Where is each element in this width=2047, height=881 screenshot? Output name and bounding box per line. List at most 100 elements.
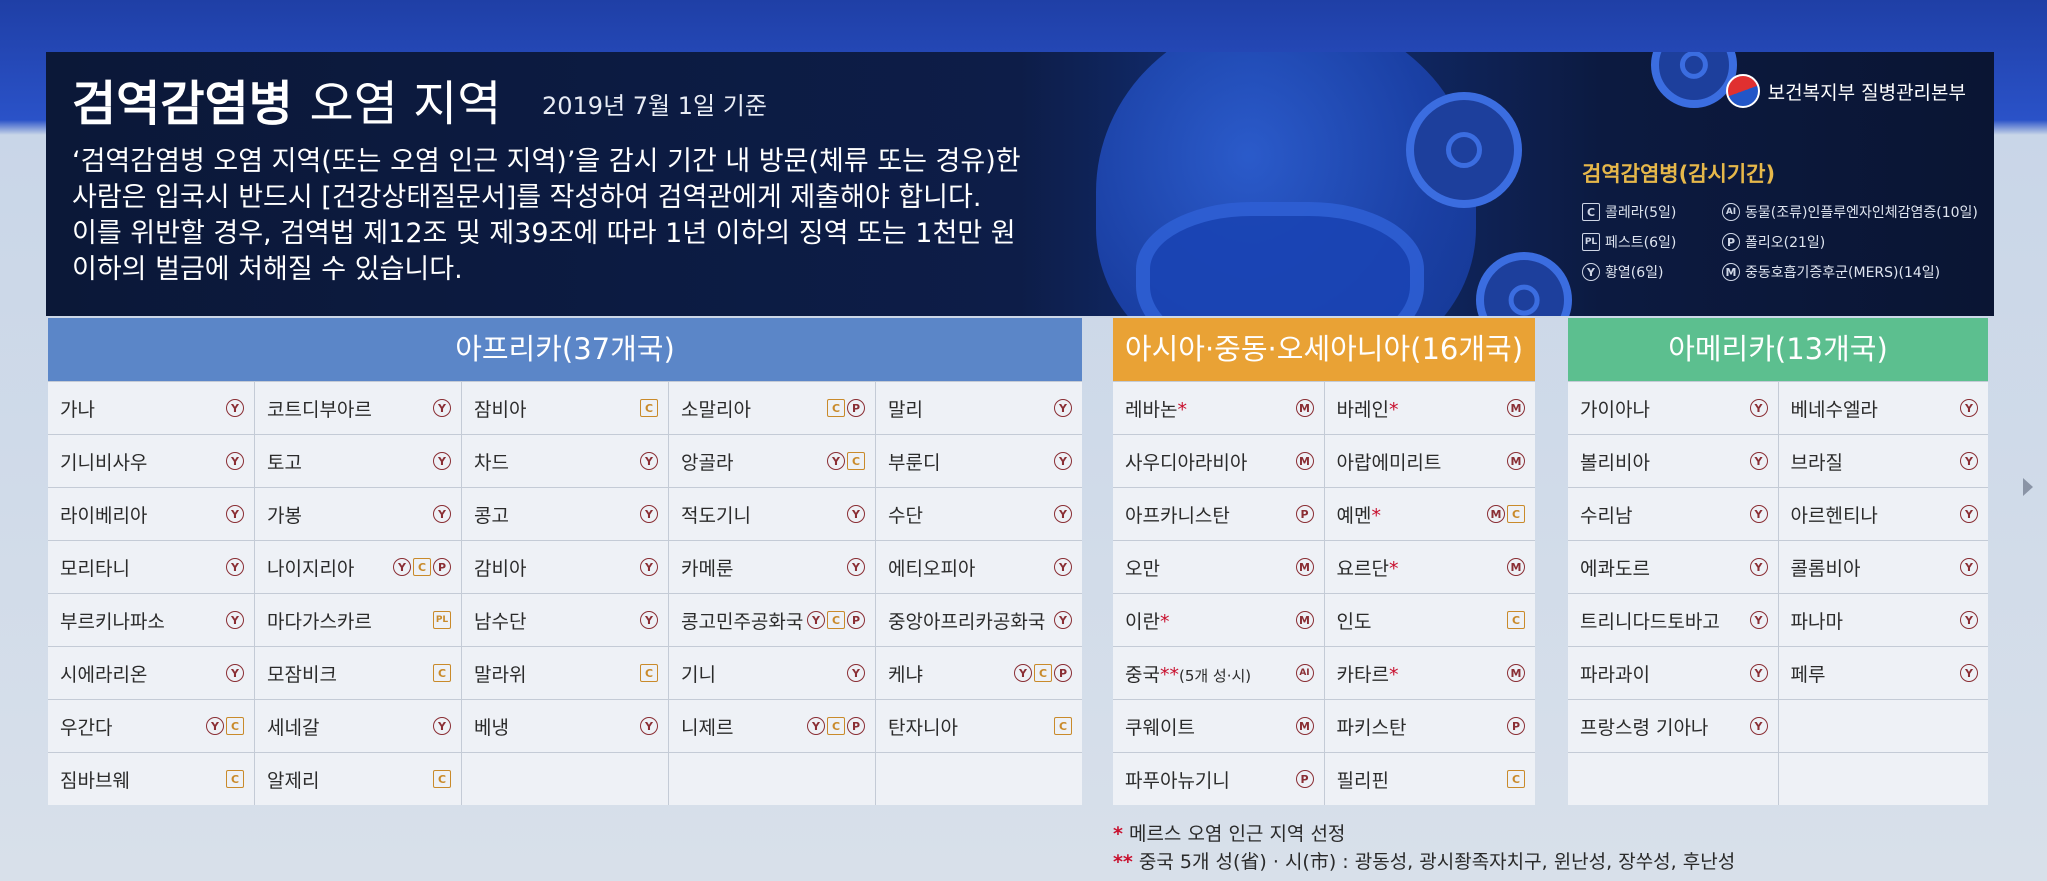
code-c-icon: C [1034, 664, 1052, 682]
legend-label: 중동호흡기증후군(MERS)(14일) [1745, 265, 1941, 281]
country-cell: 라이베리아 Y [48, 488, 254, 540]
code-y-icon: Y [847, 558, 865, 576]
code-y-icon: Y [1054, 399, 1072, 417]
code-y-icon: Y [1014, 664, 1032, 682]
code-y-icon: Y [1582, 263, 1600, 281]
country-name: 탄자니아 [888, 716, 958, 739]
code-c-icon: C [1054, 717, 1072, 735]
country-cell: 베네수엘라 Y [1778, 382, 1988, 434]
code-c-icon: C [827, 399, 845, 417]
legend-grid: C 콜레라(5일) AI 동물(조류)인플루엔자인체감염증(10일) PL 페스트(6일)… [1582, 202, 1982, 282]
country-cell: 파푸아뉴기니 P [1113, 753, 1324, 805]
country-name: 가이아나 [1580, 398, 1650, 421]
disease-codes: Y [226, 399, 244, 417]
country-name: 사우디아라비아 [1125, 451, 1248, 474]
country-name: 토고 [267, 451, 302, 474]
country-name: 말라위 [474, 663, 527, 686]
code-p-icon: P [1295, 770, 1314, 788]
country-name: 중앙아프리카공화국 [888, 610, 1046, 633]
country-name: 감비아 [474, 557, 527, 580]
disease-codes: Y [1960, 505, 1978, 523]
note-marker: ** [1159, 663, 1179, 686]
code-p-icon: P [847, 717, 865, 735]
code-y-icon: Y [1054, 505, 1072, 523]
disease-codes: Y [433, 452, 451, 470]
code-c-icon: C [640, 399, 658, 417]
country-name: 케냐 [888, 663, 923, 686]
country-name: 예멘* [1336, 504, 1381, 527]
code-y-icon: Y [1960, 452, 1978, 470]
code-y-icon: Y [640, 558, 658, 576]
legend-item: C 콜레라(5일) [1582, 202, 1722, 222]
legend-item: PL 페스트(6일) [1582, 232, 1722, 252]
disease-codes: C [1054, 717, 1072, 735]
disease-codes: Y [640, 505, 658, 523]
note-marker: * [1388, 557, 1399, 580]
region-header-asia: 아시아·중동·오세아니아(16개국) [1113, 318, 1535, 381]
title-rest: 오염 지역 [309, 76, 502, 132]
country-name: 중국**(5개 성·시) [1125, 663, 1252, 686]
code-c-icon: C [1582, 203, 1600, 221]
virus-icon [1406, 92, 1522, 208]
disease-legend: 검역감염병(감시기간) C 콜레라(5일) AI 동물(조류)인플루엔자인체감염증(1… [1582, 158, 1982, 282]
country-cell: 기니 Y [669, 647, 875, 699]
country-cell: 가이아나 Y [1568, 382, 1778, 434]
country-cell: 베냉 Y [462, 700, 668, 752]
country-name: 카메룬 [681, 557, 734, 580]
code-y-icon: Y [1960, 399, 1978, 417]
country-name: 적도기니 [681, 504, 751, 527]
disease-codes: M [1295, 717, 1314, 735]
country-name: 소말리아 [681, 398, 751, 421]
country-cell: 말라위 C [462, 647, 668, 699]
country-name: 오만 [1125, 557, 1160, 580]
country-name: 잠비아 [474, 398, 527, 421]
code-m-icon: M [1295, 717, 1314, 735]
disease-codes: Y [433, 505, 451, 523]
disease-codes: M [1295, 399, 1314, 417]
code-y-icon: Y [1054, 611, 1072, 629]
virus-icon [1651, 52, 1737, 108]
legend-title: 검역감염병(감시기간) [1582, 162, 1776, 186]
disease-codes: P [1295, 770, 1314, 788]
disease-codes: P [1295, 505, 1314, 523]
country-name: 트리니다드토바고 [1580, 610, 1720, 633]
disease-codes: Y [1749, 558, 1768, 576]
disease-codes: C [1507, 770, 1525, 788]
disease-codes: Y [226, 452, 244, 470]
country-name: 레바논* [1125, 398, 1187, 421]
country-cell: 파키스탄 P [1324, 700, 1535, 752]
code-c-icon: C [640, 664, 658, 682]
country-cell: 트리니다드토바고 Y [1568, 594, 1778, 646]
country-cell: 수단 Y [876, 488, 1082, 540]
disease-codes: Y [433, 717, 451, 735]
country-grid-africa: 가나 Y 코트디부아르 Y 잠비아 C 소말리아 C P 말리 Y 기니비사우 Y 토고 Y 차드 Y 앙골라 Y C… [48, 381, 1082, 805]
organization: 보건복지부 질병관리본부 [1725, 74, 1966, 108]
code-y-icon: Y [847, 505, 865, 523]
empty-cell [462, 753, 668, 805]
next-arrow-icon[interactable] [2023, 478, 2033, 496]
virus-icon [1476, 252, 1572, 316]
country-cell: 페루 Y [1778, 647, 1988, 699]
country-cell: 아랍에미리트 M [1324, 435, 1535, 487]
country-name: 시에라리온 [60, 663, 148, 686]
country-name: 차드 [474, 451, 509, 474]
country-cell: 중국**(5개 성·시) AI [1113, 647, 1324, 699]
face-mask-graphic [1136, 202, 1424, 316]
country-name: 가나 [60, 398, 95, 421]
country-name: 콜롬비아 [1790, 557, 1861, 580]
country-cell: 탄자니아 C [876, 700, 1082, 752]
code-y-icon: Y [1749, 664, 1768, 682]
country-name: 부룬디 [888, 451, 941, 474]
code-c-icon: C [433, 770, 451, 788]
country-name: 모잠비크 [267, 663, 337, 686]
legend-item: P 폴리오(21일) [1722, 232, 1982, 252]
country-name: 코트디부아르 [267, 398, 372, 421]
code-y-icon: Y [1960, 611, 1978, 629]
country-cell: 케냐 Y C P [876, 647, 1082, 699]
legend-label: 폴리오(21일) [1745, 235, 1826, 251]
disease-codes: Y [847, 664, 865, 682]
code-y-icon: Y [226, 505, 244, 523]
legend-label: 황열(6일) [1605, 265, 1664, 281]
